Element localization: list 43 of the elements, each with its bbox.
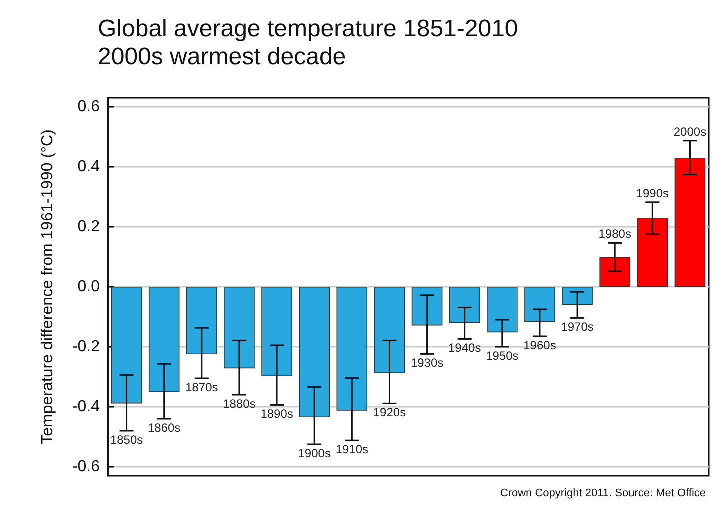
- bar: [186, 287, 218, 354]
- y-tick-label: 0.2: [78, 218, 100, 236]
- x-tick-label: 1850s: [110, 433, 144, 447]
- y-tick-label: -0.6: [72, 458, 100, 476]
- bar: [262, 287, 292, 376]
- y-tick-label: -0.2: [72, 338, 100, 356]
- x-tick-label: 1990s: [636, 186, 670, 200]
- bar: [412, 287, 443, 326]
- chart-title: Global average temperature 1851-2010: [98, 16, 518, 42]
- x-tick-label: 1940s: [448, 341, 482, 356]
- y-tick-label: 0.4: [78, 158, 100, 176]
- x-tick-label: 1900s: [298, 446, 331, 460]
- bar: [562, 287, 593, 305]
- x-tick-label: 1910s: [336, 442, 369, 457]
- x-tick-label: 1890s: [260, 407, 294, 422]
- bar: [336, 287, 368, 411]
- x-tick-label: 1880s: [223, 397, 256, 411]
- bar: [524, 287, 556, 322]
- y-tick-label: -0.4: [72, 398, 100, 416]
- y-tick-label: 0.6: [78, 98, 100, 116]
- x-tick-label: 1980s: [598, 227, 632, 242]
- x-tick-label: 1870s: [186, 380, 218, 394]
- bar: [674, 158, 706, 287]
- bar: [299, 287, 330, 418]
- bar: [374, 287, 406, 374]
- y-axis-title: Temperature difference from 1961-1990 (°C): [40, 130, 56, 444]
- x-tick-label: 1970s: [561, 320, 594, 334]
- text: Crown Copyright 2011. Source: Met Office: [500, 488, 706, 500]
- x-tick-label: 1930s: [410, 356, 444, 370]
- bar: [637, 218, 668, 287]
- bar: [487, 287, 518, 333]
- x-tick-label: 1950s: [486, 349, 519, 363]
- y-tick-label: 0.0: [78, 278, 100, 296]
- x-tick-label: 1960s: [524, 338, 556, 352]
- bar: [148, 287, 180, 392]
- bar: [449, 287, 480, 323]
- bar: [600, 257, 630, 287]
- x-tick-label: 1920s: [373, 406, 406, 420]
- bar: [224, 287, 255, 369]
- bar: [111, 287, 142, 404]
- chart-subtitle: 2000s warmest decade: [98, 44, 346, 70]
- x-tick-label: 2000s: [674, 124, 707, 139]
- x-tick-label: 1860s: [148, 421, 181, 435]
